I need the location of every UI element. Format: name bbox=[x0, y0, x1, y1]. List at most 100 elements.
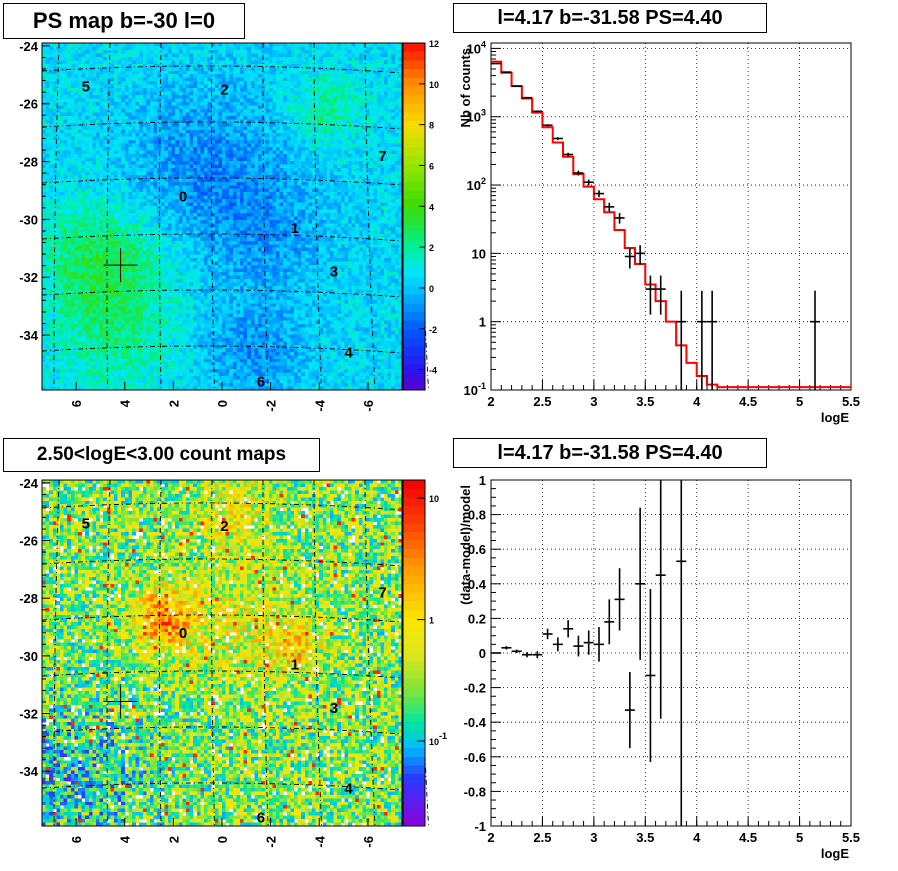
residual-point bbox=[522, 652, 532, 658]
colorbar-segment bbox=[403, 540, 425, 550]
colorbar-segment bbox=[403, 190, 425, 200]
residual-x-tick-label: 4.5 bbox=[739, 830, 757, 845]
colorbar bbox=[403, 43, 425, 391]
source-label-3: 3 bbox=[330, 700, 338, 717]
spectrum-y-tick-label: 102 bbox=[467, 176, 486, 193]
colorbar-segment bbox=[403, 514, 425, 524]
colorbar-segment bbox=[403, 627, 425, 637]
colorbar-segment bbox=[403, 337, 425, 348]
chart-title-spectrum: l=4.17 b=-31.58 PS=4.40 bbox=[453, 3, 767, 33]
colorbar-segment bbox=[403, 355, 425, 365]
residual-point bbox=[573, 635, 584, 657]
colorbar-segment bbox=[403, 372, 425, 382]
data-point bbox=[696, 290, 707, 390]
colorbar-segment bbox=[403, 756, 425, 766]
colorbar-segment bbox=[403, 782, 425, 792]
residual-point bbox=[552, 637, 563, 652]
colorbar-segment bbox=[403, 765, 425, 775]
source-label-7: 7 bbox=[378, 584, 386, 601]
map-x-tick-label: 0 bbox=[215, 836, 230, 843]
residual-y-tick-label: -1 bbox=[474, 819, 486, 834]
map-y-tick-label: -24 bbox=[19, 476, 39, 491]
map-x-tick-label: -4 bbox=[312, 835, 327, 847]
colorbar-segment bbox=[403, 480, 425, 490]
grid-meridian bbox=[53, 479, 60, 827]
colorbar-segment bbox=[403, 531, 425, 541]
data-point bbox=[645, 275, 656, 315]
spectrum-y-tick-label: 103 bbox=[467, 108, 486, 125]
residual-point bbox=[511, 649, 522, 653]
colorbar-segment bbox=[403, 60, 425, 70]
colorbar-segment bbox=[403, 808, 425, 818]
data-point bbox=[563, 152, 574, 157]
colorbar-segment bbox=[403, 791, 425, 801]
map-grid bbox=[41, 479, 429, 827]
colorbar-segment bbox=[403, 557, 425, 567]
colorbar-segment bbox=[403, 43, 425, 53]
data-point bbox=[624, 247, 635, 269]
chart-title-residual: l=4.17 b=-31.58 PS=4.40 bbox=[453, 438, 767, 468]
source-label-2: 2 bbox=[220, 518, 228, 535]
colorbar-tick-label: 4 bbox=[429, 202, 434, 212]
colorbar-segment bbox=[403, 86, 425, 96]
residual-y-tick-label: 1 bbox=[479, 473, 486, 488]
colorbar-segment bbox=[403, 817, 425, 827]
map-x-tick-label: 6 bbox=[69, 836, 84, 843]
chart-title-count-map: 2.50<logE<3.00 count maps bbox=[3, 438, 320, 472]
colorbar-segment bbox=[403, 259, 425, 269]
colorbar-segment bbox=[403, 173, 425, 183]
residual-x-tick-label: 4 bbox=[693, 830, 701, 845]
grid-parallel bbox=[41, 782, 403, 791]
residual-x-tick-label: 2 bbox=[487, 830, 494, 845]
grid-parallel bbox=[41, 502, 403, 511]
colorbar-segment bbox=[403, 329, 425, 339]
grid-meridian bbox=[106, 42, 111, 391]
grid-meridian bbox=[53, 42, 60, 391]
spectrum-x-tick-label: 4 bbox=[693, 394, 701, 409]
data-point bbox=[583, 179, 594, 186]
residual-x-tick-label: 3.5 bbox=[636, 830, 654, 845]
map-y-tick-label: -30 bbox=[19, 212, 38, 227]
grid-parallel bbox=[41, 726, 403, 735]
chart-title-ps-map: PS map b=-30 l=0 bbox=[3, 3, 245, 39]
source-label-5: 5 bbox=[82, 78, 90, 95]
residual-y-tick-label: 0 bbox=[479, 646, 486, 661]
map-x-tick-label: 2 bbox=[166, 836, 181, 843]
grid-parallel bbox=[41, 345, 403, 354]
spectrum-x-tick-label: 5.5 bbox=[842, 394, 860, 409]
colorbar-segment bbox=[403, 730, 425, 740]
residual-panel: 1 0.8 0.6 0.4 0.2 0 -0.2 -0.4 -0.6 -0.8 -12 2.5 3 3.5… bbox=[458, 473, 860, 861]
data-point bbox=[707, 290, 718, 390]
grid-meridian bbox=[415, 479, 429, 827]
colorbar-segment bbox=[403, 583, 425, 593]
data-point bbox=[501, 71, 512, 73]
spectrum-x-tick-label: 2 bbox=[487, 394, 494, 409]
map-x-tick-label: -2 bbox=[264, 836, 279, 848]
grid-meridian bbox=[262, 42, 269, 391]
grid-meridian bbox=[415, 42, 429, 391]
colorbar-segment bbox=[403, 713, 425, 723]
colorbar-segment bbox=[403, 51, 425, 61]
source-label-3: 3 bbox=[330, 263, 338, 280]
residual-point bbox=[542, 628, 553, 640]
colorbar-segment bbox=[403, 644, 425, 654]
colorbar-tick-label: 6 bbox=[429, 161, 434, 171]
grid-meridian bbox=[364, 42, 376, 391]
colorbar-segment bbox=[403, 77, 425, 87]
colorbar-segment bbox=[403, 722, 425, 732]
grid-parallel bbox=[41, 233, 403, 242]
colorbar-segment bbox=[403, 523, 425, 533]
colorbar-segment bbox=[403, 601, 425, 611]
colorbar-segment bbox=[403, 199, 425, 209]
residual-point bbox=[624, 672, 635, 749]
residual-x-tick-label: 5 bbox=[796, 830, 803, 845]
spectrum-x-tick-label: 3 bbox=[590, 394, 597, 409]
colorbar-segment bbox=[403, 653, 425, 663]
colorbar-tick-label: 10 bbox=[429, 494, 439, 504]
colorbar-segment bbox=[403, 225, 425, 235]
data-point bbox=[511, 85, 522, 87]
colorbar-segment bbox=[403, 112, 425, 122]
residual-y-tick-label: 0.4 bbox=[468, 577, 487, 592]
grid-parallel bbox=[41, 614, 403, 623]
